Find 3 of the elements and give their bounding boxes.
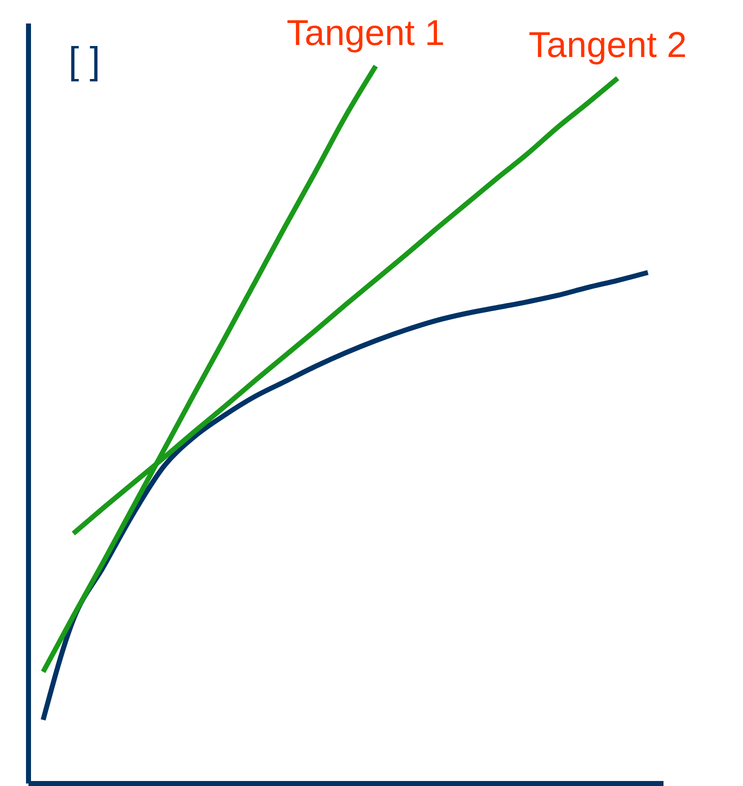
series-label: Tangent 2 — [528, 24, 687, 66]
series-label: Tangent 1 — [286, 12, 445, 54]
y-axis-title: [ ] — [68, 40, 100, 82]
